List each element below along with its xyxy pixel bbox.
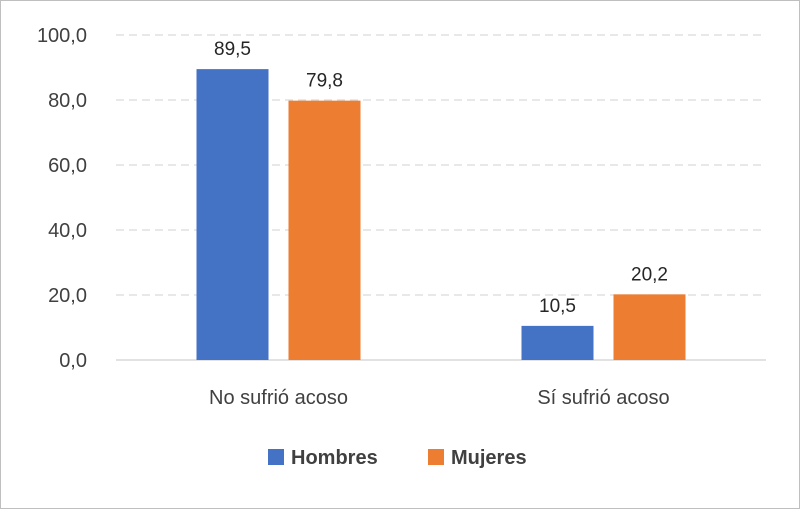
legend-swatch-mujeres xyxy=(428,449,444,465)
y-tick-label: 20,0 xyxy=(48,285,87,307)
data-label: 20,2 xyxy=(631,264,668,285)
legend-label-mujeres: Mujeres xyxy=(451,447,527,469)
bar-hombres-0 xyxy=(196,69,269,360)
y-tick-label: 0,0 xyxy=(59,350,87,372)
bar-hombres-1 xyxy=(521,325,594,360)
bar-mujeres-1 xyxy=(613,294,686,360)
y-tick-label: 80,0 xyxy=(48,90,87,112)
data-label: 10,5 xyxy=(539,296,576,317)
x-category-label: No sufrió acoso xyxy=(209,387,348,409)
y-tick-label: 60,0 xyxy=(48,155,87,177)
bar-mujeres-0 xyxy=(288,100,361,361)
y-tick-label: 100,0 xyxy=(37,25,87,47)
y-tick-label: 40,0 xyxy=(48,220,87,242)
legend-swatch-hombres xyxy=(268,449,284,465)
data-label: 89,5 xyxy=(214,39,251,60)
legend-label-hombres: Hombres xyxy=(291,447,378,469)
data-label: 79,8 xyxy=(306,71,343,92)
x-category-label: Sí sufrió acoso xyxy=(537,387,669,409)
